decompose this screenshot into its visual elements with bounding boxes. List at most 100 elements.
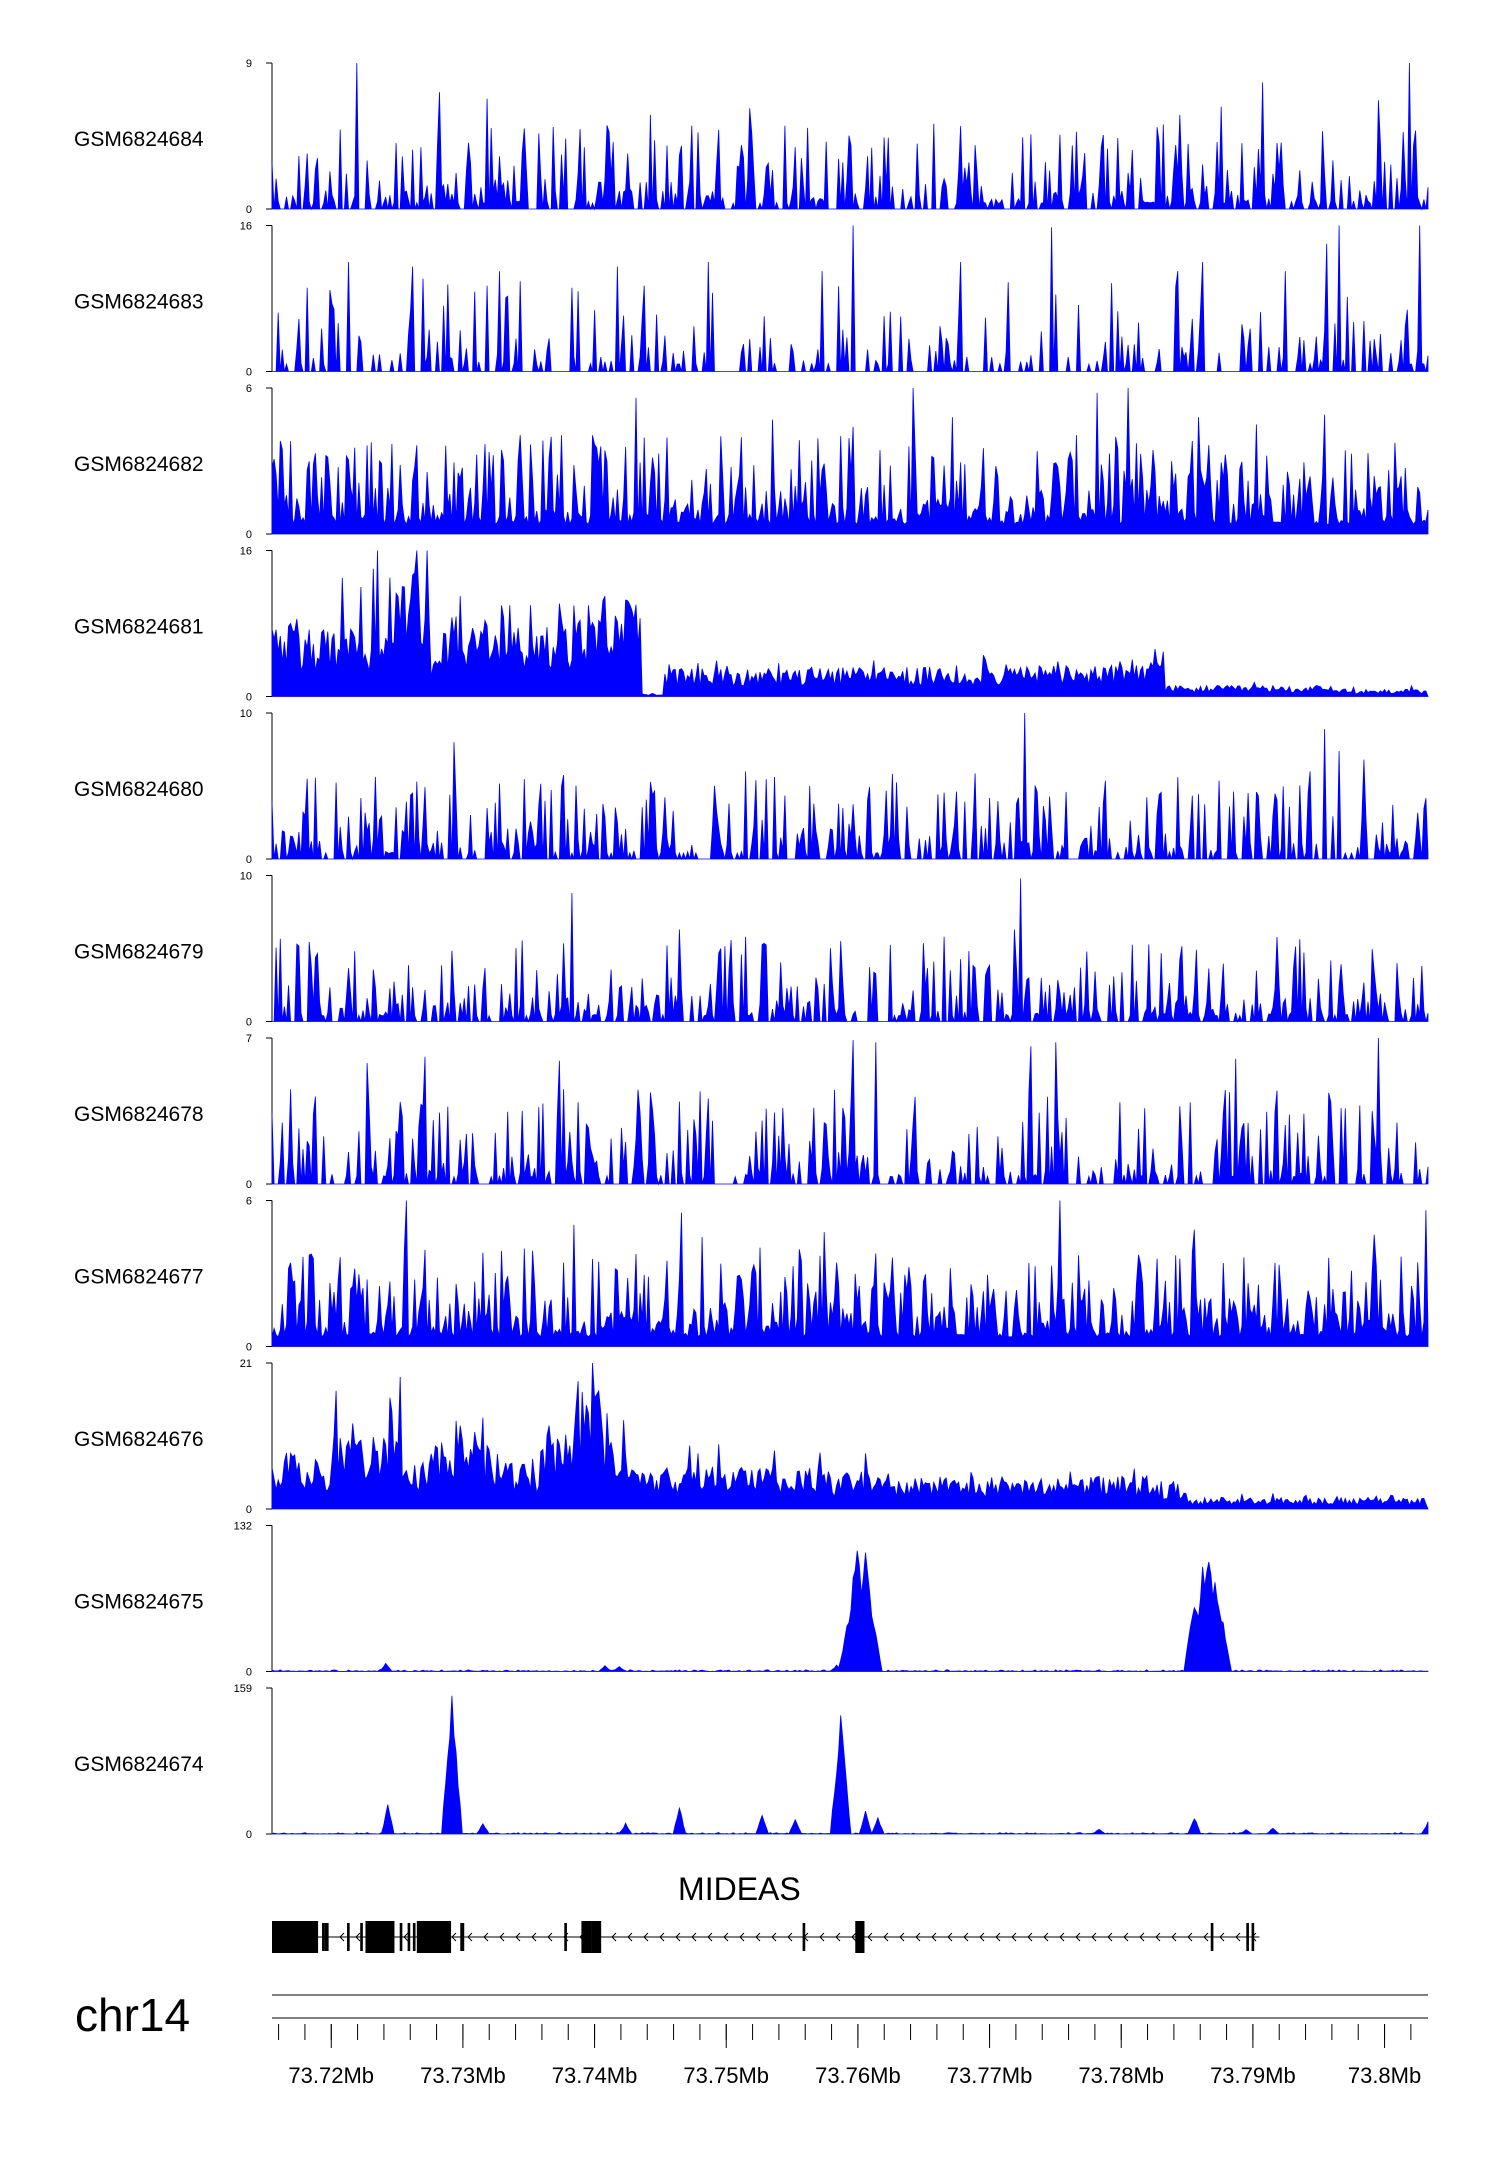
track-ymin-label: 0: [246, 692, 252, 704]
signal-area: [271, 1200, 1429, 1347]
track-GSM6824684: GSM6824684 9 0: [74, 58, 1429, 216]
exon: [360, 1923, 363, 1951]
strand-arrow: [755, 1932, 761, 1942]
exon: [324, 1923, 329, 1951]
strand-arrow: [1091, 1932, 1097, 1942]
strand-arrow: [723, 1932, 729, 1942]
track-ymin-label: 0: [246, 1342, 252, 1354]
track-GSM6824680: GSM6824680 10 0: [74, 708, 1429, 866]
exon: [855, 1921, 865, 1953]
strand-arrow: [819, 1932, 825, 1942]
gene-model: MIDEAS: [272, 1871, 1260, 1953]
track-ymax-label: 10: [240, 708, 252, 720]
exon: [399, 1923, 403, 1951]
exon: [416, 1921, 452, 1953]
track-label: GSM6824680: [74, 778, 204, 801]
strand-arrow: [547, 1932, 553, 1942]
track-label: GSM6824683: [74, 290, 204, 313]
strand-arrow: [963, 1932, 969, 1942]
track-GSM6824682: GSM6824682 6 0: [74, 383, 1429, 541]
signal-area: [271, 1550, 1429, 1672]
strand-arrow: [1107, 1932, 1113, 1942]
gene-name-label: MIDEAS: [678, 1871, 801, 1907]
exon: [1251, 1923, 1255, 1951]
strand-arrow: [339, 1932, 345, 1942]
track-label: GSM6824682: [74, 453, 204, 476]
strand-arrow: [1043, 1932, 1049, 1942]
track-ymax-label: 16: [240, 546, 252, 558]
strand-arrow: [355, 1932, 361, 1942]
strand-arrow: [1059, 1932, 1065, 1942]
track-GSM6824677: GSM6824677 6 0: [74, 1196, 1429, 1354]
track-GSM6824681: GSM6824681 16 0: [74, 546, 1429, 704]
track-GSM6824678: GSM6824678 7 0: [74, 1033, 1429, 1191]
exon: [581, 1921, 592, 1953]
track-ymax-label: 16: [240, 221, 252, 233]
strand-arrow: [659, 1932, 665, 1942]
track-ymin-label: 0: [246, 1829, 252, 1841]
track-label: GSM6824677: [74, 1265, 204, 1288]
track-ymin-label: 0: [246, 529, 252, 541]
track-ymax-label: 159: [234, 1683, 252, 1695]
track-label: GSM6824684: [74, 128, 204, 151]
signal-area: [271, 550, 1429, 697]
track-GSM6824683: GSM6824683 16 0: [74, 221, 1429, 379]
track-ymin-label: 0: [246, 1667, 252, 1679]
strand-arrow: [1123, 1932, 1129, 1942]
strand-arrow: [707, 1932, 713, 1942]
strand-arrow: [771, 1932, 777, 1942]
exon: [460, 1923, 465, 1951]
strand-arrow: [627, 1932, 633, 1942]
strand-arrow: [483, 1932, 489, 1942]
track-GSM6824679: GSM6824679 10 0: [74, 871, 1429, 1029]
track-GSM6824674: GSM6824674 159 0: [74, 1683, 1429, 1841]
axis-tick-label: 73.78Mb: [1078, 2063, 1164, 2088]
signal-area: [272, 225, 1429, 374]
genomic-axis: 73.72Mb 73.73Mb 73.74Mb 73.75Mb 73.76Mb 73.77…: [272, 1994, 1428, 2088]
strand-arrow: [995, 1932, 1001, 1942]
exon: [412, 1923, 416, 1951]
axis-tick-label: 73.74Mb: [552, 2063, 638, 2088]
strand-arrow: [1187, 1932, 1193, 1942]
strand-arrow: [451, 1932, 457, 1942]
strand-arrow: [947, 1932, 953, 1942]
track-ymax-label: 6: [246, 1196, 252, 1208]
track-label: GSM6824674: [74, 1753, 204, 1776]
strand-arrow: [1139, 1932, 1145, 1942]
strand-arrow: [531, 1932, 537, 1942]
strand-arrow: [515, 1932, 521, 1942]
axis-tick-label: 73.72Mb: [288, 2063, 374, 2088]
signal-area: [271, 1695, 1429, 1835]
track-ymax-label: 132: [234, 1521, 252, 1533]
axis-tick-label: 73.76Mb: [815, 2063, 901, 2088]
track-GSM6824675: GSM6824675 132 0: [74, 1521, 1429, 1679]
exon: [365, 1921, 395, 1953]
signal-area: [271, 1362, 1429, 1510]
exon: [1246, 1923, 1249, 1951]
track-ymin-label: 0: [246, 367, 252, 379]
axis-tick-label: 73.73Mb: [420, 2063, 506, 2088]
signal-area: [271, 712, 1429, 861]
strand-arrow: [1171, 1932, 1177, 1942]
track-label: GSM6824679: [74, 940, 204, 963]
strand-arrow: [931, 1932, 937, 1942]
track-ymin-label: 0: [246, 854, 252, 866]
track-ymax-label: 21: [240, 1358, 252, 1370]
strand-arrow: [979, 1932, 985, 1942]
strand-arrow: [1155, 1932, 1161, 1942]
strand-arrow: [1075, 1932, 1081, 1942]
exon: [347, 1923, 350, 1951]
track-ymin-label: 0: [246, 1504, 252, 1516]
track-label: GSM6824675: [74, 1590, 204, 1613]
strand-arrow: [787, 1932, 793, 1942]
strand-arrow: [915, 1932, 921, 1942]
strand-arrow: [499, 1932, 505, 1942]
track-label: GSM6824676: [74, 1428, 204, 1451]
strand-arrow: [403, 1932, 409, 1942]
strand-arrow: [867, 1932, 873, 1942]
signal-area: [271, 1037, 1429, 1186]
exon: [802, 1923, 806, 1951]
signal-area: [271, 62, 1429, 211]
track-label: GSM6824681: [74, 615, 204, 638]
track-ymax-label: 9: [246, 58, 252, 70]
